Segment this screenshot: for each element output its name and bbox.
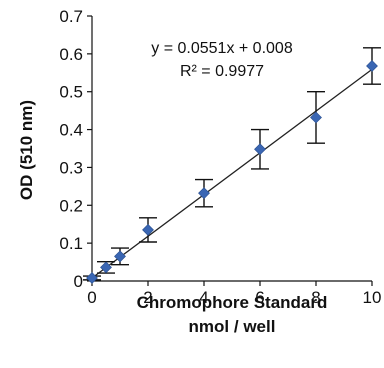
data-point <box>366 60 378 72</box>
y-tick-label: 0.4 <box>59 121 83 140</box>
data-point <box>86 272 98 284</box>
data-point <box>310 111 322 124</box>
y-tick-label: 0.2 <box>59 196 83 215</box>
x-axis-title-line2: nmol / well <box>189 317 276 336</box>
error-bars <box>83 47 381 281</box>
y-tick-label: 0.3 <box>59 158 83 177</box>
x-ticks: 0 2 4 6 8 10 <box>87 281 381 307</box>
trendline-equation: y = 0.0551x + 0.008 <box>151 40 293 57</box>
y-tick-label: 0.5 <box>59 83 83 102</box>
x-tick-label: 10 <box>363 288 382 307</box>
data-points <box>86 60 378 284</box>
x-tick-label: 6 <box>255 288 264 307</box>
x-tick-label: 8 <box>311 288 320 307</box>
y-tick-label: 0.6 <box>59 45 83 64</box>
data-point <box>100 261 112 274</box>
data-point <box>198 187 210 200</box>
y-tick-label: 0.7 <box>59 7 83 26</box>
y-axis-title: OD (510 nm) <box>17 100 36 200</box>
x-tick-label: 0 <box>87 288 96 307</box>
y-ticks: 0 0.1 0.2 0.3 0.4 0.5 0.6 0.7 <box>59 7 92 291</box>
data-point <box>114 250 126 263</box>
trendline <box>91 68 373 279</box>
data-point <box>142 223 154 236</box>
x-tick-label: 2 <box>143 288 152 307</box>
x-tick-label: 4 <box>199 288 208 307</box>
y-tick-label: 0.1 <box>59 234 83 253</box>
x-axis-title-line1: Chromophore Standard <box>137 293 328 312</box>
y-tick-label: 0 <box>74 272 83 291</box>
data-point <box>254 143 266 156</box>
r-squared-label: R² = 0.9977 <box>180 63 264 80</box>
